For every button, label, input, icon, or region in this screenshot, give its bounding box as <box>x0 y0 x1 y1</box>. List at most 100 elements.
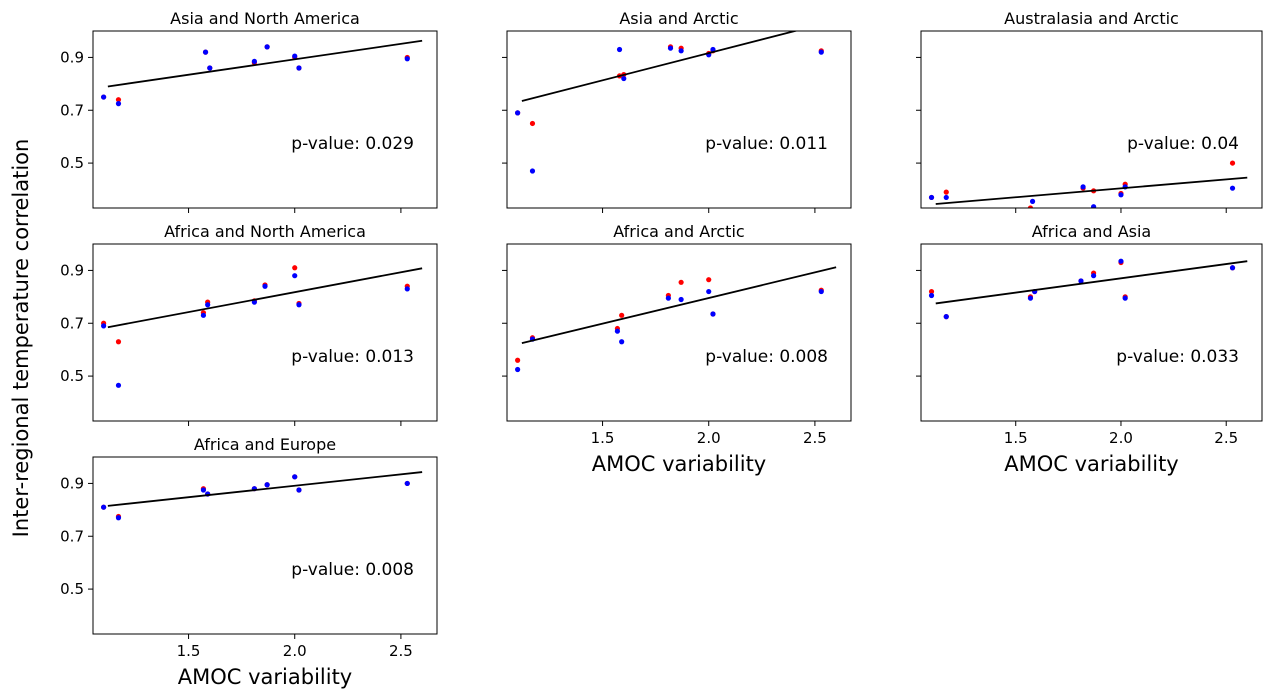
data-point-blue <box>251 58 257 64</box>
y-tick-label: 0.9 <box>60 474 84 492</box>
data-point-blue <box>619 339 625 345</box>
panel-frame <box>92 30 438 209</box>
y-tick-label: 0.9 <box>60 261 84 279</box>
data-point-red <box>928 288 935 295</box>
panel-data <box>101 471 423 521</box>
regression-line <box>107 471 423 507</box>
data-point-red <box>529 120 536 127</box>
regression-line <box>521 31 799 102</box>
data-point-blue <box>1122 295 1128 301</box>
x-tick-label: 2.0 <box>697 429 721 447</box>
regression-line <box>935 260 1248 305</box>
panel-data <box>101 265 423 388</box>
x-tick-label: 2.5 <box>803 429 827 447</box>
chart-panel: Asia and North America 0.5 0.7 0.9 p-value: … <box>60 9 438 213</box>
data-point-blue <box>296 65 302 71</box>
data-point-blue <box>667 45 674 51</box>
data-point-blue <box>614 328 621 334</box>
panel-frame <box>92 243 438 422</box>
data-point-blue <box>943 194 949 201</box>
panel-data <box>101 39 423 107</box>
x-tick-label: 1.5 <box>591 429 615 447</box>
x-tick-label: 2.0 <box>283 642 307 660</box>
data-point-blue <box>928 292 935 299</box>
data-point-blue <box>621 75 627 82</box>
p-value-label: p-value: 0.033 <box>1116 347 1239 367</box>
panel-title: Africa and Asia <box>1032 222 1151 241</box>
data-point-red <box>1229 160 1236 166</box>
chart-panel: Asia and Arctic p-value: 0.011 <box>502 9 852 213</box>
data-point-blue <box>706 288 712 295</box>
x-tick-label: 2.5 <box>389 642 413 660</box>
x-axis-label: AMOC variability <box>592 452 766 476</box>
data-point-blue <box>292 474 298 480</box>
panel-frame <box>92 456 438 635</box>
panel-data <box>928 258 1248 320</box>
data-point-red <box>115 97 122 103</box>
y-tick-label: 0.7 <box>60 314 84 332</box>
data-point-blue <box>202 49 209 55</box>
regression-line <box>935 176 1248 205</box>
panel-title: Africa and Europe <box>194 435 336 454</box>
p-value-label: p-value: 0.011 <box>705 134 828 154</box>
data-point-blue <box>1091 204 1097 208</box>
data-point-blue <box>1229 185 1236 191</box>
data-point-red <box>619 312 625 318</box>
chart-panel: Africa and Asia 1.5 2.0 2.5 AMOC variability… <box>916 222 1263 476</box>
x-tick-label: 2.0 <box>1109 429 1133 447</box>
chart-panel: Africa and North America 0.5 0.7 0.9 p-value… <box>60 222 438 426</box>
panel-title: Asia and North America <box>170 9 360 28</box>
y-tick-label: 0.7 <box>60 101 84 119</box>
data-point-blue <box>205 302 211 308</box>
data-point-blue <box>404 56 410 62</box>
p-value-label: p-value: 0.008 <box>291 560 414 580</box>
panel-frame <box>506 30 852 209</box>
data-point-blue <box>101 323 107 329</box>
data-point-red <box>678 279 684 285</box>
panel-data <box>515 266 837 373</box>
panel-frame <box>506 243 852 422</box>
chart-panel: Africa and Arctic 1.5 2.0 2.5 AMOC variabili… <box>502 222 852 476</box>
data-point-blue <box>264 482 270 488</box>
data-point-red <box>115 339 122 345</box>
chart-panel: Australasia and Arctic p-value: 0.04 <box>916 9 1263 213</box>
data-point-blue <box>515 110 521 116</box>
data-point-blue <box>292 273 298 279</box>
data-point-blue <box>262 283 268 289</box>
panel-title: Asia and Arctic <box>619 9 738 28</box>
chart-panel: Africa and Europe 0.5 0.7 0.9 1.5 2.0 2.5 AMOC … <box>60 435 438 689</box>
panel-title: Africa and Arctic <box>613 222 744 241</box>
data-point-blue <box>404 480 410 487</box>
data-point-blue <box>665 295 671 301</box>
p-value-label: p-value: 0.008 <box>705 347 828 367</box>
data-point-blue <box>200 487 207 493</box>
data-point-blue <box>928 194 935 201</box>
data-point-blue <box>115 515 122 521</box>
p-value-label: p-value: 0.029 <box>291 134 414 154</box>
p-value-label: p-value: 0.04 <box>1127 134 1239 154</box>
data-point-blue <box>1229 265 1236 271</box>
regression-line <box>521 266 837 344</box>
y-tick-label: 0.5 <box>60 580 84 598</box>
data-point-blue <box>1078 278 1084 284</box>
x-tick-label: 2.5 <box>1214 429 1238 447</box>
data-point-blue <box>616 46 623 53</box>
data-point-blue <box>710 311 716 317</box>
data-point-blue <box>404 286 410 292</box>
panel-frame <box>920 30 1263 209</box>
data-point-blue <box>1080 184 1086 190</box>
data-point-blue <box>678 48 684 54</box>
data-point-blue <box>1027 295 1034 301</box>
data-point-blue <box>207 65 213 71</box>
y-tick-label: 0.9 <box>60 48 84 66</box>
data-point-blue <box>115 382 122 388</box>
data-point-red <box>515 357 521 363</box>
panel-title: Australasia and Arctic <box>1004 9 1179 28</box>
x-axis-label: AMOC variability <box>178 665 352 689</box>
data-point-blue <box>101 504 107 510</box>
data-point-blue <box>1118 192 1124 198</box>
figure-y-label: Inter-regional temperature correlation <box>9 139 33 538</box>
data-point-blue <box>264 44 270 50</box>
panel-data <box>928 160 1248 208</box>
